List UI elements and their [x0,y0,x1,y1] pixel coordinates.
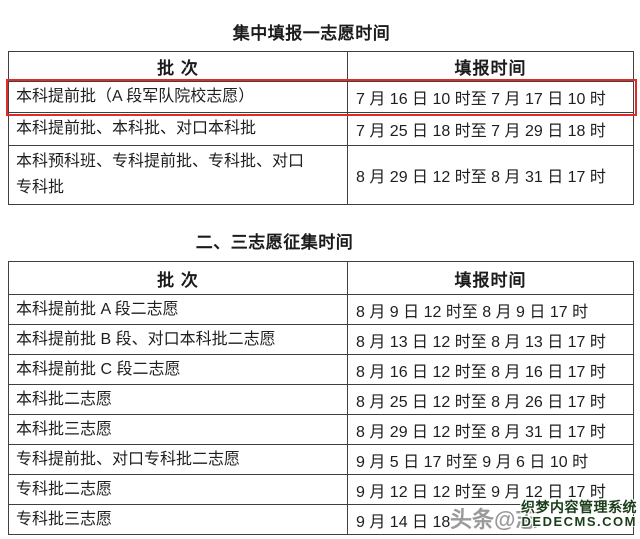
table-row: 本科提前批 B 段、对口本科批二志愿 8 月 13 日 12 时至 8 月 13… [8,324,634,355]
table2-title: 二、三志愿征集时间 [195,233,354,252]
second-third-choice-schedule-table: 批 次 填报时间 本科提前批 A 段二志愿 8 月 9 日 12 时至 8 月 … [8,261,634,535]
time-cell: 9 月 14 日 18 [347,504,634,535]
batch-cell: 本科提前批（A 段军队院校志愿） [8,81,348,113]
table-header-row: 批 次 填报时间 [8,261,634,295]
batch-cell: 本科提前批、本科批、对口本科批 [8,112,348,146]
batch-cell: 本科批三志愿 [8,414,348,445]
dedecms-watermark-chinese: 织梦内容管理系统 [521,499,637,515]
dedecms-watermark: 织梦内容管理系统 DEDECMS.COM [521,500,637,529]
table-row: 专科批二志愿 9 月 12 日 12 时至 9 月 12 日 17 时 [8,474,634,505]
batch-column-header: 批 次 [8,51,348,82]
table-row-highlighted: 本科提前批（A 段军队院校志愿） 7 月 16 日 10 时至 7 月 17 日… [5,78,637,116]
time-cell: 8 月 16 日 12 时至 8 月 16 日 17 时 [347,354,634,385]
time-cell: 7 月 25 日 18 时至 7 月 29 日 18 时 [347,112,634,146]
time-cell: 9 月 5 日 17 时至 9 月 6 日 10 时 [347,444,634,475]
time-cell: 9 月 12 日 12 时至 9 月 12 日 17 时 [347,474,634,505]
table-row: 本科批三志愿 8 月 29 日 12 时至 8 月 31 日 17 时 [8,414,634,445]
time-cell: 8 月 29 日 12 时至 8 月 31 日 17 时 [347,145,634,205]
batch-cell: 本科预科班、专科提前批、专科批、对口 专科批 [8,145,348,205]
batch-cell: 本科批二志愿 [8,384,348,415]
toutiao-watermark: 头条@志 [450,507,538,532]
batch-cell: 本科提前批 B 段、对口本科批二志愿 [8,324,348,355]
first-choice-schedule-table: 批 次 填报时间 本科提前批（A 段军队院校志愿） 7 月 16 日 10 时至… [5,51,637,205]
time-column-header: 填报时间 [347,51,634,82]
batch-cell: 专科批三志愿 [8,504,348,535]
table-row: 专科提前批、对口专科批二志愿 9 月 5 日 17 时至 9 月 6 日 10 … [8,444,634,475]
time-cell: 8 月 13 日 12 时至 8 月 13 日 17 时 [347,324,634,355]
batch-cell: 专科批二志愿 [8,474,348,505]
time-column-header: 填报时间 [347,261,634,295]
batch-cell: 本科提前批 A 段二志愿 [8,294,348,325]
table-row: 本科批二志愿 8 月 25 日 12 时至 8 月 26 日 17 时 [8,384,634,415]
time-cell: 8 月 29 日 12 时至 8 月 31 日 17 时 [347,414,634,445]
table-header-row: 批 次 填报时间 [8,51,634,82]
batch-cell: 专科提前批、对口专科批二志愿 [8,444,348,475]
batch-column-header: 批 次 [8,261,348,295]
table1-title: 集中填报一志愿时间 [232,24,391,43]
table-row: 本科提前批 A 段二志愿 8 月 9 日 12 时至 8 月 9 日 17 时 [8,294,634,325]
table-row: 本科预科班、专科提前批、专科批、对口 专科批 8 月 29 日 12 时至 8 … [8,145,634,205]
table-row: 专科批三志愿 9 月 14 日 18 [8,504,634,535]
batch-cell: 本科提前批 C 段二志愿 [8,354,348,385]
time-cell: 8 月 9 日 12 时至 8 月 9 日 17 时 [347,294,634,325]
table-row: 本科提前批、本科批、对口本科批 7 月 25 日 18 时至 7 月 29 日 … [8,112,634,146]
time-cell: 7 月 16 日 10 时至 7 月 17 日 10 时 [347,81,634,113]
table-row: 本科提前批 C 段二志愿 8 月 16 日 12 时至 8 月 16 日 17 … [8,354,634,385]
dedecms-watermark-domain: DEDECMS.COM [521,514,637,529]
time-cell: 8 月 25 日 12 时至 8 月 26 日 17 时 [347,384,634,415]
